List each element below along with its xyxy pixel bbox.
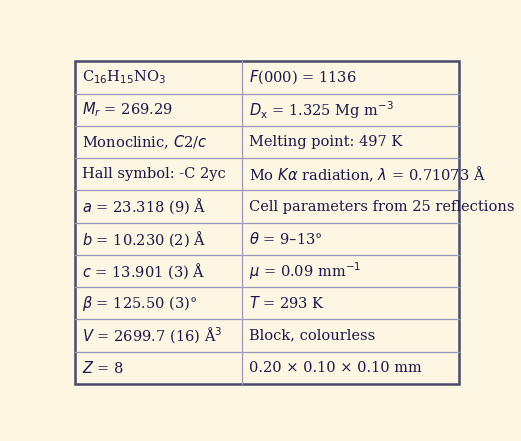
Text: Mo $K\alpha$ radiation, $\lambda$ = 0.71073 Å: Mo $K\alpha$ radiation, $\lambda$ = 0.71… <box>250 164 486 184</box>
Text: 0.20 × 0.10 × 0.10 mm: 0.20 × 0.10 × 0.10 mm <box>250 361 422 375</box>
Text: Melting point: 497 K: Melting point: 497 K <box>250 135 403 149</box>
Text: $M_r$ = 269.29: $M_r$ = 269.29 <box>82 101 173 119</box>
Text: $\theta$ = 9–13°: $\theta$ = 9–13° <box>250 231 323 247</box>
Text: $\mu$ = 0.09 mm$^{-1}$: $\mu$ = 0.09 mm$^{-1}$ <box>250 260 362 282</box>
Text: Block, colourless: Block, colourless <box>250 329 376 343</box>
Text: $D_{\rm x}$ = 1.325 Mg m$^{-3}$: $D_{\rm x}$ = 1.325 Mg m$^{-3}$ <box>250 99 394 121</box>
Text: C$_{16}$H$_{15}$NO$_3$: C$_{16}$H$_{15}$NO$_3$ <box>82 69 166 86</box>
Text: $Z$ = 8: $Z$ = 8 <box>82 360 125 376</box>
Text: $T$ = 293 K: $T$ = 293 K <box>250 295 325 311</box>
Text: $b$ = 10.230 (2) Å: $b$ = 10.230 (2) Å <box>82 229 207 249</box>
Text: $c$ = 13.901 (3) Å: $c$ = 13.901 (3) Å <box>82 261 206 281</box>
Text: $V$ = 2699.7 (16) Å$^3$: $V$ = 2699.7 (16) Å$^3$ <box>82 325 223 346</box>
Text: $\beta$ = 125.50 (3)°: $\beta$ = 125.50 (3)° <box>82 294 198 313</box>
Text: $F$(000) = 1136: $F$(000) = 1136 <box>250 69 357 86</box>
Text: Hall symbol: -C 2yc: Hall symbol: -C 2yc <box>82 167 226 181</box>
Text: $a$ = 23.318 (9) Å: $a$ = 23.318 (9) Å <box>82 197 207 217</box>
Text: Monoclinic, $C$2/$c$: Monoclinic, $C$2/$c$ <box>82 133 208 151</box>
Text: Cell parameters from 25 reflections: Cell parameters from 25 reflections <box>250 200 515 213</box>
